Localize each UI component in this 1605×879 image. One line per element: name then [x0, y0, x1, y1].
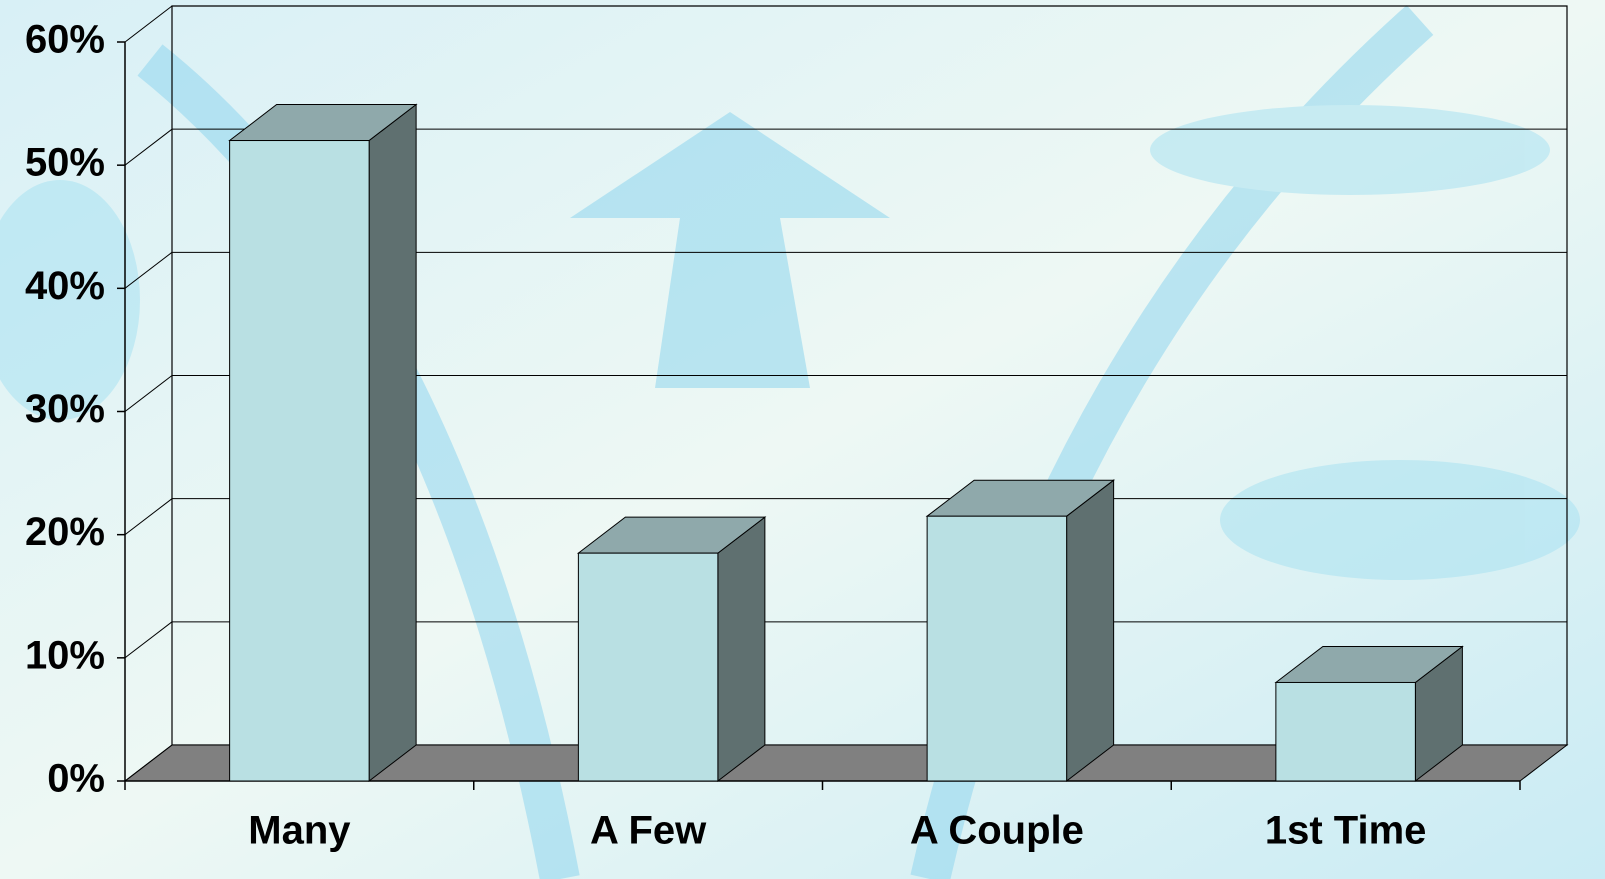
x-tick-label: A Couple — [910, 809, 1084, 853]
grid-line — [124, 251, 173, 289]
y-tick-label: 20% — [25, 510, 105, 554]
x-tick-label: Many — [248, 809, 351, 853]
y-tick-label: 10% — [25, 633, 105, 677]
y-tick-label: 60% — [25, 18, 105, 62]
grid-line — [124, 5, 173, 43]
grid-line — [124, 128, 173, 166]
y-tick-label: 50% — [25, 141, 105, 185]
y-tick-label: 30% — [25, 387, 105, 431]
bar-side — [1066, 479, 1115, 783]
y-tick-label: 0% — [47, 757, 105, 801]
bar — [229, 140, 370, 782]
x-tick-label: 1st Time — [1265, 809, 1427, 853]
grid-line — [124, 744, 173, 782]
bar — [926, 515, 1068, 782]
y-tick-label: 40% — [25, 264, 105, 308]
grid-line — [124, 375, 173, 412]
grid-line — [124, 621, 173, 659]
bar-side — [368, 103, 417, 783]
bar — [577, 552, 719, 782]
bar — [1275, 681, 1416, 782]
x-tick-label: A Few — [590, 809, 707, 853]
bar-side — [717, 516, 766, 783]
grid-line — [124, 498, 173, 536]
